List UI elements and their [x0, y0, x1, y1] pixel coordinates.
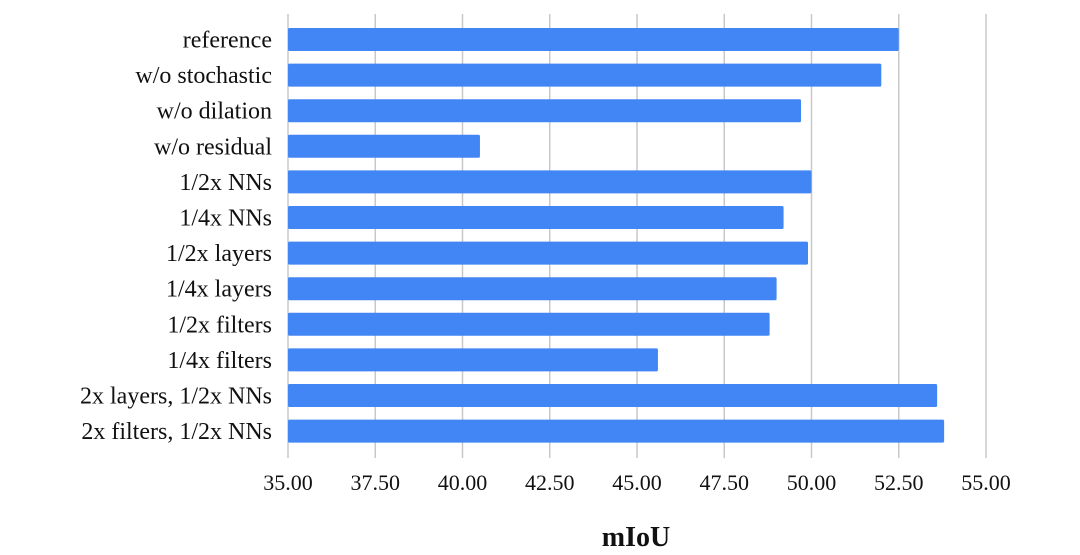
x-tick-labels: 35.00 37.50 40.00 42.50 45.00 47.50 50.00 52.50…: [263, 470, 1011, 495]
gridlines: [287, 14, 987, 458]
x-tick-label: 50.00: [787, 470, 837, 495]
bar: [288, 63, 882, 87]
x-tick-label: 47.50: [700, 470, 750, 495]
bar: [288, 170, 812, 194]
bar: [288, 312, 770, 336]
bar: [288, 241, 809, 265]
bar: [288, 134, 480, 158]
bar: [288, 99, 802, 123]
x-tick-label: 35.00: [263, 470, 313, 495]
x-tick-label: 40.00: [438, 470, 488, 495]
category-label: 2x layers, 1/2x NNs: [80, 384, 272, 410]
category-labels: reference w/o stochastic w/o dilation w/o r…: [80, 28, 272, 446]
category-label: 1/2x NNs: [179, 170, 272, 196]
bar: [288, 206, 784, 229]
category-label: 1/4x filters: [167, 348, 272, 374]
category-label: w/o dilation: [157, 99, 272, 125]
bar: [288, 28, 899, 51]
x-tick-label: 55.00: [961, 470, 1011, 495]
x-tick-label: 52.50: [874, 470, 924, 495]
category-label: 1/4x layers: [166, 277, 272, 303]
category-label: 1/2x layers: [166, 241, 272, 267]
x-axis-title: mIoU: [602, 522, 670, 553]
bars: [288, 28, 945, 443]
bar: [288, 348, 658, 372]
x-tick-label: 37.50: [351, 470, 401, 495]
category-label: w/o residual: [154, 134, 272, 160]
category-label: 2x filters, 1/2x NNs: [81, 419, 272, 445]
bar: [288, 277, 777, 301]
bar: [288, 419, 945, 443]
category-label: w/o stochastic: [135, 63, 272, 89]
category-label: reference: [183, 28, 272, 54]
bar: [288, 384, 938, 407]
x-tick-label: 45.00: [612, 470, 662, 495]
x-tick-label: 42.50: [525, 470, 575, 495]
category-label: 1/4x NNs: [179, 206, 272, 232]
category-label: 1/2x filters: [167, 312, 272, 338]
